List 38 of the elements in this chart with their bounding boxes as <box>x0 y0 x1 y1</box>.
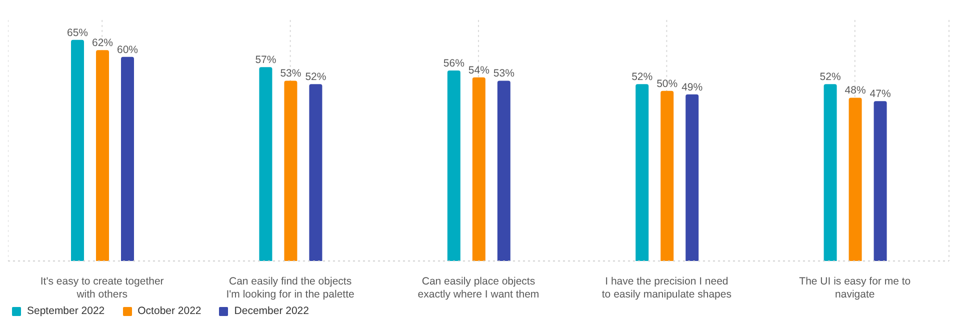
x-tick-label: Can easily find the objects I'm looking for in the palette <box>226 275 354 300</box>
bar <box>848 98 862 261</box>
data-label: 56% <box>443 58 464 70</box>
data-label: 48% <box>844 84 866 97</box>
bar <box>96 50 109 261</box>
bar <box>472 77 486 261</box>
bar <box>71 40 84 261</box>
data-label: 54% <box>468 64 490 76</box>
x-tick-label: It's easy to create together with others <box>40 275 164 300</box>
legend-label: December 2022 <box>234 305 309 317</box>
legend-label: October 2022 <box>138 305 202 317</box>
bar <box>284 80 298 261</box>
bar <box>121 56 134 261</box>
bar <box>259 67 272 261</box>
data-label: 53% <box>280 68 302 80</box>
bar <box>686 94 699 261</box>
data-label: 52% <box>820 71 841 84</box>
data-label: 49% <box>682 81 703 94</box>
bar <box>309 84 322 261</box>
x-tick-label: I have the precision I need to easily manipulate shapes <box>602 275 732 300</box>
bar <box>874 101 887 261</box>
bar <box>447 70 460 261</box>
bar <box>636 84 649 261</box>
legend-label: September 2022 <box>27 305 105 317</box>
x-tick-label: Can easily place objects exactly where I want them <box>418 275 540 300</box>
data-label: 52% <box>305 71 326 84</box>
data-label: 53% <box>493 68 514 80</box>
data-label: 52% <box>632 71 653 84</box>
data-label: 65% <box>66 26 88 39</box>
data-label: 50% <box>656 78 678 90</box>
bar <box>824 84 837 261</box>
data-label: 60% <box>116 44 138 56</box>
data-label: 57% <box>255 54 276 66</box>
x-tick-label: The UI is easy for me to navigate <box>799 275 911 300</box>
bar <box>497 80 510 261</box>
data-label: 47% <box>870 88 891 100</box>
data-label: 62% <box>92 37 114 50</box>
bar <box>660 90 674 261</box>
